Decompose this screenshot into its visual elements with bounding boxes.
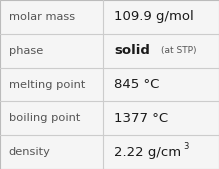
Text: 109.9 g/mol: 109.9 g/mol xyxy=(114,10,194,23)
Text: (at STP): (at STP) xyxy=(161,46,196,55)
Text: 3: 3 xyxy=(183,141,188,151)
Text: 1377 °C: 1377 °C xyxy=(114,112,168,125)
Text: molar mass: molar mass xyxy=(9,12,75,22)
Text: 2.22 g/cm: 2.22 g/cm xyxy=(114,146,181,159)
Text: melting point: melting point xyxy=(9,79,85,90)
Text: 845 °C: 845 °C xyxy=(114,78,159,91)
Text: solid: solid xyxy=(114,44,150,57)
Text: phase: phase xyxy=(9,46,43,56)
Text: density: density xyxy=(9,147,51,157)
Text: boiling point: boiling point xyxy=(9,113,80,123)
